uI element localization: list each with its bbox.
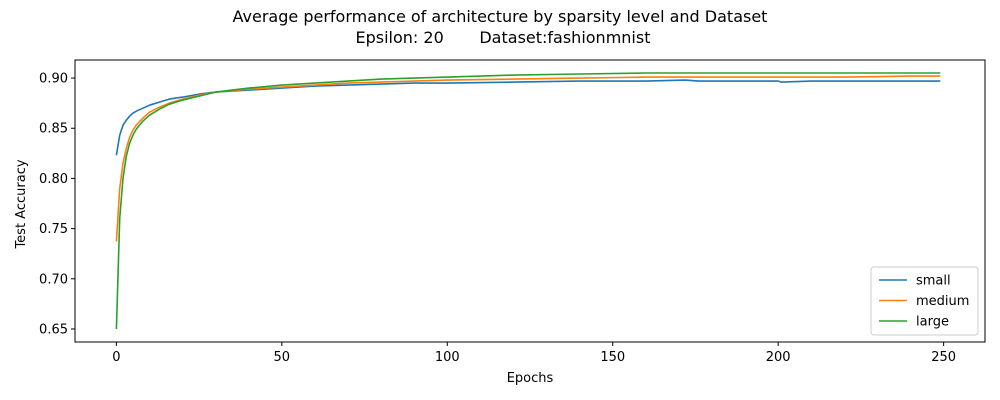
x-tick-label: 150: [600, 350, 625, 365]
y-tick-label: 0.65: [39, 322, 68, 337]
y-tick-label: 0.85: [39, 122, 68, 137]
series-line-large: [115, 72, 941, 330]
x-tick-label: 50: [274, 350, 291, 365]
legend-label-small: small: [916, 274, 951, 289]
legend-box: [870, 266, 979, 336]
y-tick-label: 0.70: [39, 272, 68, 287]
y-tick-label: 0.80: [39, 172, 68, 187]
series-line-small: [115, 79, 941, 156]
y-axis-label: Test Accuracy: [14, 159, 29, 249]
y-tick-label: 0.90: [39, 72, 68, 87]
series-layer: [115, 72, 941, 330]
x-tick-label: 200: [766, 350, 791, 365]
series-line-medium: [115, 75, 941, 242]
plot-area: [74, 59, 986, 343]
plot-frame: [74, 59, 986, 343]
tick-layer: 0 50 100 150 200 250 0.65 0.70 0.75 0.80 0.85 0.90: [39, 72, 956, 365]
y-tick-label: 0.75: [39, 222, 68, 237]
legend-label-large: large: [916, 315, 949, 330]
x-tick-label: 0: [112, 350, 120, 365]
x-tick-label: 100: [435, 350, 460, 365]
x-axis-label: Epochs: [507, 371, 554, 386]
chart-subtitle: Epsilon: 20 Dataset:fashionmnist: [356, 28, 651, 47]
legend: small medium large: [870, 266, 979, 336]
legend-label-medium: medium: [916, 294, 969, 309]
chart-title: Average performance of architecture by s…: [233, 7, 768, 26]
x-tick-label: 250: [931, 350, 956, 365]
